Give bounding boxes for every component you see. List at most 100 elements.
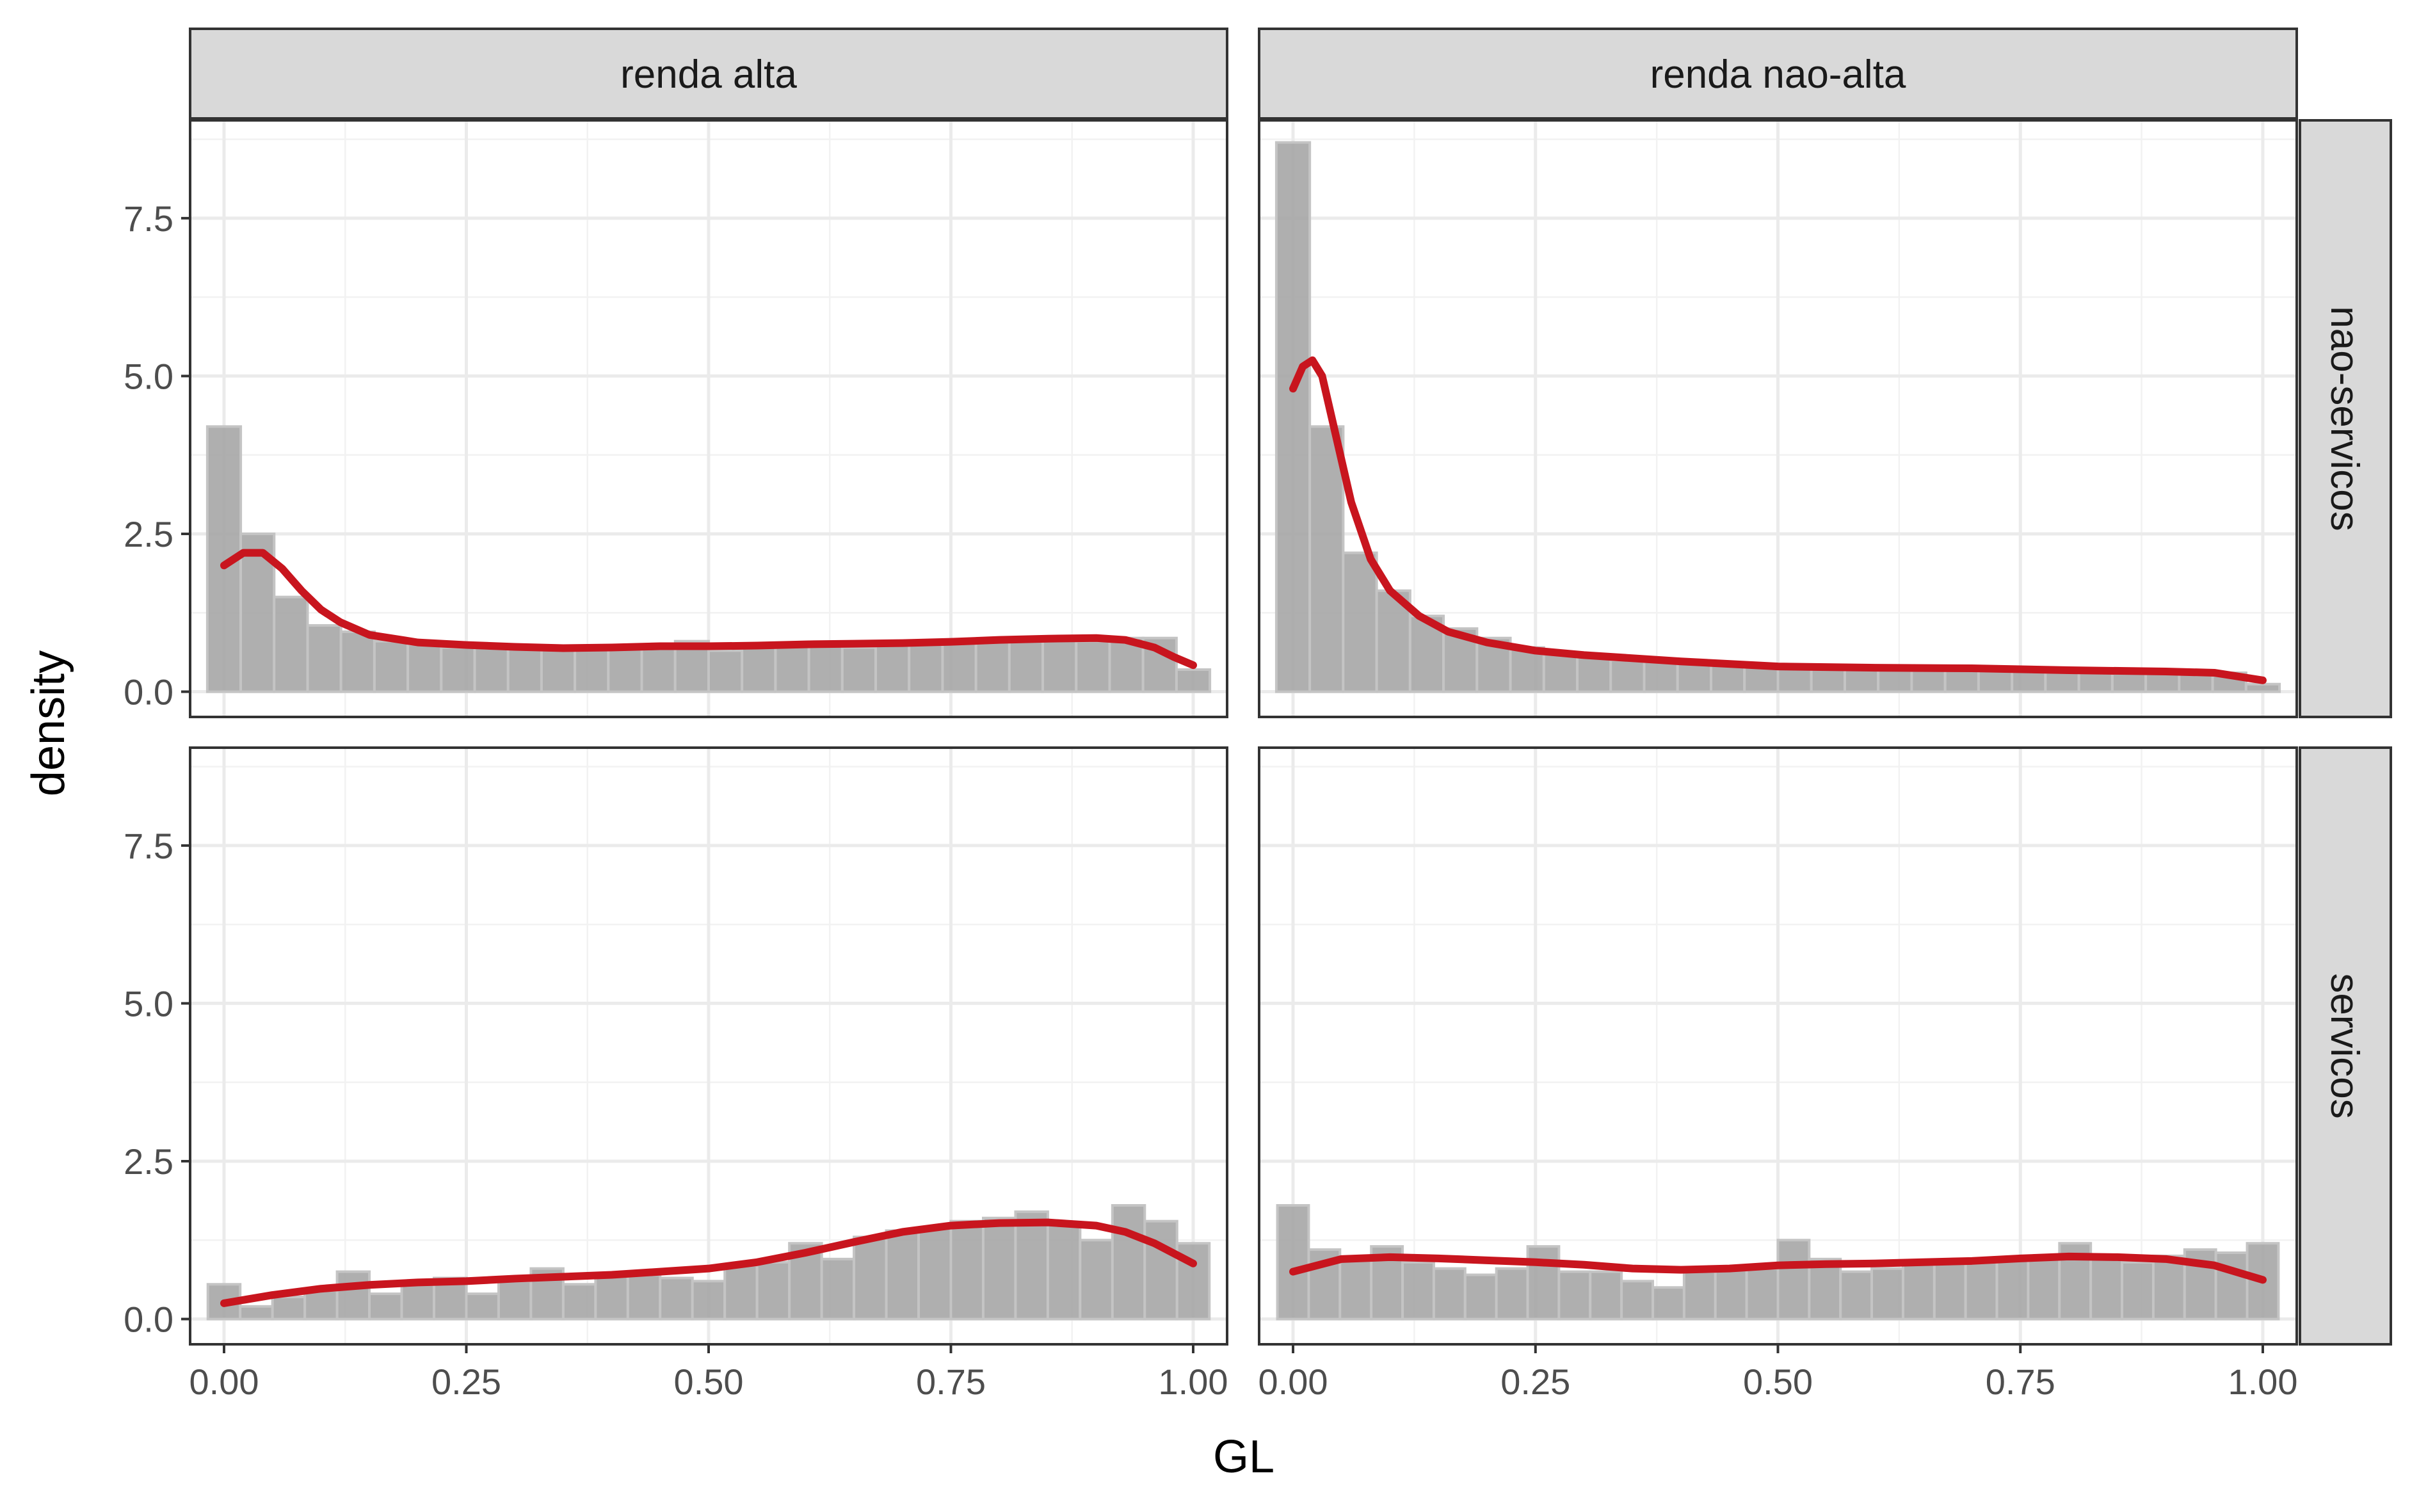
histogram-bar (1401, 1260, 1435, 1321)
histogram-bar (2214, 1251, 2249, 1321)
panel-border (1258, 119, 2298, 718)
histogram-bar (1557, 1270, 1592, 1321)
histogram-bar (1308, 425, 1345, 693)
histogram-bar (1910, 668, 1947, 693)
histogram-bar (506, 646, 543, 693)
histogram-bar (1643, 659, 1679, 693)
histogram-bar (1609, 659, 1646, 693)
histogram-bar (840, 646, 878, 693)
histogram-bar (981, 1216, 1017, 1321)
x-axis-title: GL (1213, 1431, 1274, 1483)
histogram-bar (2121, 1260, 2155, 1321)
histogram-bar (1276, 1204, 1310, 1321)
y-tick-label: 7.5 (124, 826, 173, 866)
histogram-bar (1710, 662, 1746, 693)
histogram-bar (271, 1296, 307, 1321)
histogram-bar (1079, 1239, 1114, 1321)
histogram-bar (820, 1257, 856, 1321)
panel-renda-alta-servicos (189, 746, 1228, 1346)
histogram-bar (2151, 1254, 2186, 1321)
histogram-bar (1509, 646, 1545, 693)
row-strip-label: nao-servicos (2322, 306, 2367, 531)
histogram-bar (1870, 1267, 1904, 1321)
histogram-bar (1652, 1286, 1685, 1321)
histogram-bar (239, 1305, 274, 1321)
histogram-bar (741, 645, 777, 693)
histogram-bar (908, 641, 944, 693)
histogram-bar (1808, 1257, 1842, 1321)
histogram-bar (400, 1283, 436, 1321)
col-strip-label: renda alta (620, 52, 797, 97)
y-tick-label: 5.0 (124, 983, 173, 1024)
histogram-bar (1714, 1267, 1748, 1321)
x-tick-label: 0.50 (674, 1362, 744, 1402)
density-line (1289, 1252, 2267, 1284)
x-tick-label: 0.25 (1500, 1362, 1570, 1402)
strips-layer: renda alta renda nao-alta nao-servicos serv… (189, 28, 2392, 1346)
histogram-bar (1576, 655, 1612, 693)
y-tick-label: 5.0 (124, 356, 173, 396)
histogram-bar (1111, 1204, 1146, 1321)
histogram-bar (1745, 1267, 1780, 1321)
histogram-bar (1338, 1257, 1373, 1321)
histogram-bar (2027, 1254, 2061, 1321)
density-line (1289, 356, 2267, 684)
histogram-bar (626, 1273, 662, 1321)
histogram-bar (273, 595, 309, 693)
histogram-bar (874, 643, 911, 693)
histogram-bar (1046, 1223, 1082, 1321)
histogram-bar (1175, 668, 1212, 693)
panels-layer (189, 119, 2298, 1346)
histogram-bar (473, 645, 510, 693)
histogram-bar (1620, 1280, 1655, 1321)
histogram-bar (1008, 639, 1045, 693)
histogram-bar (1526, 1245, 1561, 1321)
histogram-bar (497, 1280, 533, 1321)
histogram-bar (1432, 1267, 1467, 1321)
histogram-bar (373, 639, 410, 693)
x-tick-label: 1.00 (1159, 1362, 1228, 1402)
x-tick-label: 0.00 (189, 1362, 259, 1402)
histogram-bar (2077, 671, 2114, 693)
histogram-bar (2244, 682, 2281, 693)
histogram-bar (659, 1276, 694, 1321)
y-tick-label: 0.0 (124, 1299, 173, 1340)
histogram-bar (561, 1283, 597, 1321)
histogram-bar (1776, 1239, 1811, 1321)
histogram-bar (335, 1270, 371, 1321)
histogram-bar (1075, 639, 1111, 693)
panel-renda-nao-alta-nao-servicos (1258, 119, 2298, 718)
histogram-bar (1274, 141, 1312, 693)
histogram-bar (1676, 662, 1713, 693)
col-strip (189, 28, 1228, 120)
histogram-bar (1839, 1270, 1874, 1321)
histogram-bar (941, 639, 977, 693)
histogram-bar (1495, 1267, 1529, 1321)
x-tick-label: 0.75 (916, 1362, 986, 1402)
histogram-bar (917, 1226, 952, 1321)
histogram-bar (205, 425, 243, 693)
histogram-bar (774, 643, 810, 693)
density-line (220, 1218, 1198, 1307)
histogram-bar (440, 646, 476, 693)
histogram-bar (594, 1273, 629, 1321)
row-strip (2299, 119, 2392, 718)
y-tick-label: 2.5 (124, 1141, 173, 1182)
panel-renda-alta-nao-servicos (189, 119, 1228, 718)
histogram-bar (607, 645, 643, 693)
histogram-bar (707, 649, 744, 693)
histogram-bar (303, 1289, 339, 1321)
histogram-bar (885, 1229, 920, 1321)
x-tick-label: 0.25 (431, 1362, 501, 1402)
histogram-bar (540, 646, 577, 693)
row-strip-label: servicos (2322, 973, 2367, 1118)
panel-border (189, 119, 1228, 718)
y-axis-title: density (23, 650, 74, 796)
histogram-bar (368, 1292, 403, 1321)
histogram-bar (1995, 1257, 2030, 1321)
histogram-bar (640, 646, 677, 693)
density-line (220, 549, 1198, 670)
histogram-bar (1943, 668, 1980, 693)
histogram-bar (807, 643, 844, 693)
